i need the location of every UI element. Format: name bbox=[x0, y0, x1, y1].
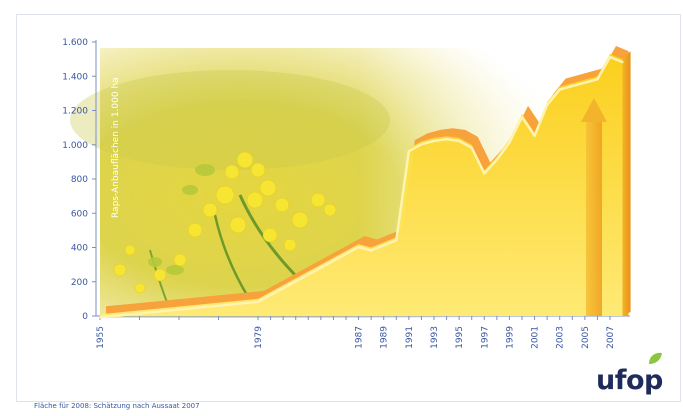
data-point bbox=[546, 103, 549, 106]
y-tick-label: 1.000 bbox=[62, 141, 88, 151]
y-tick-label: 600 bbox=[71, 209, 88, 219]
x-tick-label: 2003 bbox=[556, 326, 566, 349]
y-tick-label: 1.600 bbox=[62, 38, 88, 48]
area-series bbox=[100, 53, 623, 317]
data-point bbox=[533, 134, 536, 137]
data-point bbox=[508, 141, 511, 144]
x-tick-label: 1991 bbox=[405, 326, 415, 349]
data-point bbox=[458, 139, 461, 142]
data-point bbox=[470, 146, 473, 149]
data-point bbox=[521, 115, 523, 118]
x-tick-label: 2005 bbox=[581, 326, 591, 349]
data-point bbox=[621, 61, 624, 64]
x-tick-label: 2007 bbox=[606, 326, 616, 349]
data-point bbox=[445, 138, 448, 141]
x-tick-label: 1987 bbox=[355, 326, 365, 349]
x-tick-label: 2001 bbox=[531, 326, 541, 349]
data-point bbox=[571, 85, 574, 88]
data-point bbox=[558, 88, 561, 91]
data-point bbox=[382, 244, 385, 247]
data-point bbox=[433, 139, 435, 142]
x-tick-label: 1999 bbox=[505, 326, 515, 349]
data-point bbox=[583, 81, 586, 84]
y-tick-label: 1.400 bbox=[62, 72, 88, 82]
ufop-logo: ufop bbox=[596, 352, 676, 396]
data-point bbox=[99, 316, 101, 319]
data-point bbox=[370, 249, 373, 252]
x-tick-label: 1989 bbox=[380, 326, 390, 349]
series-line bbox=[99, 55, 624, 319]
data-point bbox=[609, 55, 611, 58]
data-point bbox=[495, 158, 498, 161]
y-axis-title: Raps-Anbauflächen in 1.000 ha bbox=[111, 77, 121, 218]
x-tick-label: 1997 bbox=[480, 326, 490, 349]
data-point bbox=[483, 172, 486, 175]
data-point bbox=[407, 150, 410, 153]
y-tick-label: 1.200 bbox=[62, 107, 88, 117]
y-tick-label: 800 bbox=[71, 175, 88, 185]
data-point bbox=[596, 78, 599, 81]
footnote: Fläche für 2008: Schätzung nach Aussaat … bbox=[34, 402, 200, 410]
data-point bbox=[395, 239, 398, 242]
area-side-face bbox=[622, 51, 631, 316]
data-point bbox=[257, 300, 259, 303]
x-tick-label: 1955 bbox=[96, 326, 106, 349]
logo-text: ufop bbox=[596, 365, 663, 396]
y-tick-label: 0 bbox=[82, 312, 88, 322]
x-tick-label: 1993 bbox=[430, 326, 440, 349]
x-tick-label: 1995 bbox=[455, 326, 465, 349]
leaf-icon bbox=[649, 352, 662, 364]
y-tick-label: 400 bbox=[71, 244, 88, 254]
data-point bbox=[357, 246, 360, 249]
rapeseed-flowers-illustration bbox=[113, 151, 337, 311]
forecast-arrow bbox=[581, 98, 607, 316]
data-point bbox=[420, 143, 423, 146]
y-tick-label: 200 bbox=[71, 278, 88, 288]
x-tick-label: 1979 bbox=[254, 326, 264, 349]
